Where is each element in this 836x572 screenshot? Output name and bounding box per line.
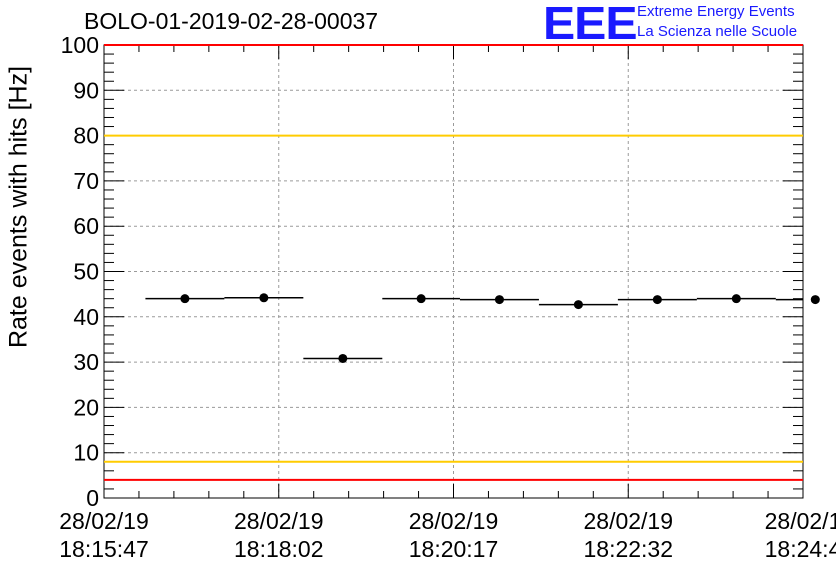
eee-logo-caption: Extreme Energy Events La Scienza nelle S… — [637, 2, 797, 42]
data-point — [810, 295, 820, 305]
y-tick-label: 70 — [73, 168, 99, 194]
eee-logo: EEE — [543, 0, 638, 49]
y-tick-label: 40 — [73, 304, 99, 330]
x-tick-date: 28/02/19 — [234, 508, 324, 534]
y-tick-label: 90 — [73, 77, 99, 103]
x-tick-time: 18:22:32 — [583, 536, 673, 562]
data-point — [180, 294, 190, 304]
y-tick-label: 20 — [73, 394, 99, 420]
x-tick-date: 28/02/19 — [59, 508, 149, 534]
y-tick-label: 80 — [73, 123, 99, 149]
logo-line-1: Extreme Energy Events — [637, 3, 795, 20]
data-point — [494, 295, 504, 305]
y-tick-label: 100 — [61, 32, 99, 58]
x-tick-date: 28/02/1 — [765, 508, 836, 534]
y-tick-label: 30 — [73, 349, 99, 375]
y-tick-label: 60 — [73, 213, 99, 239]
chart-title: BOLO-01-2019-02-28-00037 — [84, 8, 379, 34]
data-point — [338, 353, 348, 363]
data-point — [731, 294, 741, 304]
x-tick-time: 18:18:02 — [234, 536, 324, 562]
data-point — [259, 293, 269, 303]
y-tick-label: 50 — [73, 259, 99, 285]
logo-line-2: La Scienza nelle Scuole — [637, 23, 798, 40]
y-tick-label: 10 — [73, 440, 99, 466]
x-tick-date: 28/02/19 — [409, 508, 499, 534]
y-axis-label: Rate events with hits [Hz] — [4, 65, 33, 349]
x-tick-time: 18:24:4 — [765, 536, 836, 562]
x-tick-date: 28/02/19 — [583, 508, 673, 534]
x-tick-time: 18:20:17 — [409, 536, 499, 562]
y-tick-label: 0 — [86, 485, 99, 511]
x-tick-time: 18:15:47 — [59, 536, 149, 562]
data-point — [652, 295, 662, 305]
data-point — [416, 294, 426, 304]
data-point — [573, 300, 583, 310]
